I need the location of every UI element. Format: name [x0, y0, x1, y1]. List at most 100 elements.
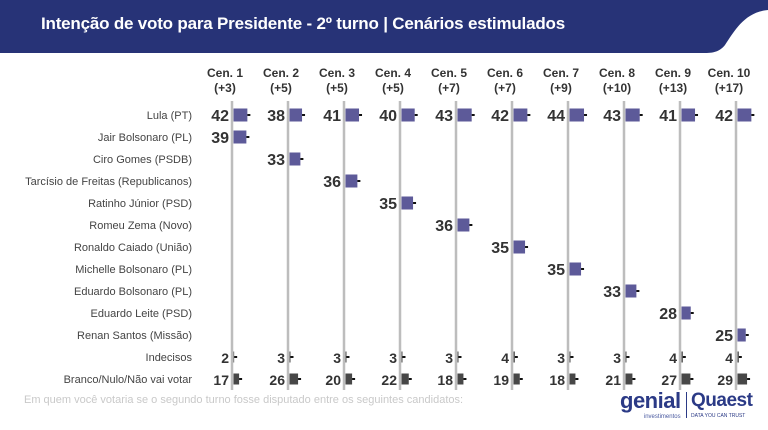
- bar: [625, 284, 637, 298]
- bar: [457, 373, 464, 385]
- error-tick: [239, 378, 243, 380]
- error-tick: [458, 356, 462, 358]
- bar: [289, 373, 299, 385]
- bar: [345, 174, 358, 188]
- error-tick: [463, 378, 467, 380]
- bar: [401, 108, 415, 122]
- error-tick: [519, 378, 523, 380]
- scenario-margin-label: (+3): [214, 81, 236, 95]
- bar: [233, 373, 240, 385]
- scenario-label: Cen. 2: [263, 66, 299, 80]
- error-tick: [469, 224, 473, 226]
- error-tick: [413, 202, 417, 204]
- series-label: Romeu Zema (Novo): [89, 220, 192, 232]
- bar: [233, 351, 235, 363]
- data-label: 3: [445, 350, 453, 366]
- bar: [681, 373, 691, 385]
- bar: [401, 196, 414, 210]
- genial-logo-subtext: investimentos: [643, 414, 681, 420]
- error-tick: [581, 268, 585, 270]
- data-label: 35: [491, 240, 509, 257]
- data-label: 35: [379, 196, 397, 213]
- data-label: 28: [659, 306, 677, 323]
- error-tick: [584, 114, 588, 116]
- series-label: Ronaldo Caiado (União): [74, 242, 192, 254]
- error-tick: [690, 312, 694, 314]
- scenario-label: Cen. 6: [487, 66, 523, 80]
- series-label: Lula (PT): [147, 110, 192, 122]
- scenario-label: Cen. 10: [708, 66, 751, 80]
- bar: [401, 351, 403, 363]
- bar: [289, 351, 291, 363]
- bar: [681, 108, 696, 122]
- scenario-margin-label: (+17): [715, 81, 743, 95]
- error-tick: [570, 356, 574, 358]
- series-label: Jair Bolsonaro (PL): [98, 132, 192, 144]
- scenario-label: Cen. 4: [375, 66, 411, 80]
- data-label: 3: [389, 350, 397, 366]
- scenario-label: Cen. 9: [655, 66, 691, 80]
- bar: [513, 108, 528, 122]
- data-label: 36: [323, 174, 341, 191]
- bar: [569, 262, 582, 276]
- error-tick: [695, 114, 699, 116]
- series-label: Eduardo Leite (PSD): [91, 308, 193, 320]
- scenario-margin-label: (+9): [550, 81, 572, 95]
- error-tick: [246, 136, 250, 138]
- bar: [233, 130, 247, 144]
- scenario-margin-label: (+10): [603, 81, 631, 95]
- error-tick: [408, 378, 412, 380]
- error-tick: [682, 356, 686, 358]
- bar: [345, 351, 347, 363]
- data-label: 40: [379, 108, 397, 125]
- error-tick: [302, 114, 306, 116]
- data-label: 33: [603, 284, 621, 301]
- data-label: 2: [221, 350, 229, 366]
- series-label: Ratinho Júnior (PSD): [88, 198, 192, 210]
- data-label: 36: [435, 218, 453, 235]
- data-label: 3: [277, 350, 285, 366]
- series-label: Renan Santos (Missão): [77, 330, 192, 342]
- bar: [513, 373, 520, 385]
- scenario-label: Cen. 3: [319, 66, 355, 80]
- data-label: 4: [669, 350, 677, 366]
- bar: [513, 351, 515, 363]
- logo-divider: [686, 392, 687, 418]
- page-title: Intenção de voto para Presidente - 2º tu…: [41, 14, 565, 33]
- error-tick: [690, 378, 694, 380]
- error-tick: [632, 378, 636, 380]
- bar: [345, 108, 360, 122]
- error-tick: [471, 114, 475, 116]
- error-tick: [247, 114, 251, 116]
- data-label: 3: [333, 350, 341, 366]
- error-tick: [514, 356, 518, 358]
- data-label: 27: [661, 372, 677, 388]
- series-label: Tarcísio de Freitas (Republicanos): [25, 176, 192, 188]
- quaest-logo: Quaest DATA YOU CAN TRUST: [691, 390, 753, 420]
- error-tick: [626, 356, 630, 358]
- data-label: 22: [381, 372, 397, 388]
- bar: [681, 351, 683, 363]
- bar: [457, 218, 470, 232]
- scenario-margin-label: (+5): [270, 81, 292, 95]
- scenario-margin-label: (+5): [382, 81, 404, 95]
- bar: [345, 373, 353, 385]
- error-tick: [290, 356, 294, 358]
- bar: [737, 351, 739, 363]
- chart-subtitle: Em quem você votaria se o segundo turno …: [24, 394, 464, 406]
- data-label: 29: [717, 372, 733, 388]
- header-banner: [0, 0, 768, 53]
- genial-logo: genial investimentos: [620, 389, 681, 421]
- scenario-margin-label: (+5): [326, 81, 348, 95]
- scenario-margin-label: (+13): [659, 81, 687, 95]
- series-label: Michelle Bolsonaro (PL): [75, 264, 192, 276]
- data-label: 42: [211, 108, 229, 125]
- bar: [513, 240, 526, 254]
- data-label: 44: [547, 108, 565, 125]
- error-tick: [639, 114, 643, 116]
- data-label: 25: [715, 328, 733, 345]
- bar: [289, 108, 303, 122]
- data-label: 18: [437, 372, 453, 388]
- error-tick: [414, 114, 418, 116]
